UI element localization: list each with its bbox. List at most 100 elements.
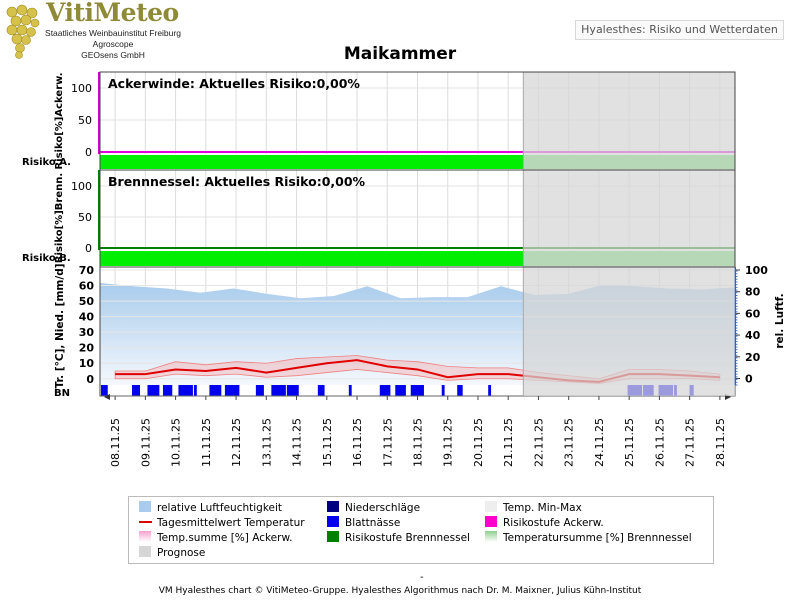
vitimeteo-logo: VitiMeteo Staatliches Weinbauinstitut Fr…	[0, 0, 190, 62]
xtick-label-8: 16.11.25	[351, 418, 364, 467]
xtick-label-20: 28.11.25	[714, 418, 727, 467]
legend-label-4: Blattnässe	[345, 517, 401, 529]
xtick-label-7: 15.11.25	[321, 418, 334, 467]
legend-label-6: Temp.summe [%] Ackerw.	[157, 532, 293, 544]
leaf-wetness-bar-0	[101, 385, 108, 396]
ytick-left-0: 0	[86, 373, 94, 386]
xtick-label-5: 13.11.25	[260, 418, 273, 467]
footer-dash: -	[420, 572, 424, 583]
xtick-label-13: 21.11.25	[502, 418, 515, 467]
brand-line-geosens: GEOsens GmbH	[81, 50, 145, 60]
leaf-wetness-bar-11	[271, 385, 286, 396]
legend-swatch-3	[139, 521, 152, 523]
xtick-label-18: 26.11.25	[653, 418, 666, 467]
leaf-wetness-bar-16	[348, 385, 352, 396]
leaf-wetness-bar-14	[317, 385, 325, 396]
risk-strip-brennnessel	[100, 251, 524, 266]
ytick-right-0: 0	[745, 372, 753, 385]
legend-item-2: Temp. Min-Max	[485, 501, 582, 515]
leaf-wetness-bar-10	[255, 385, 264, 396]
ytick-right-40: 40	[745, 329, 761, 342]
ytick-left-30: 30	[79, 326, 95, 339]
legend-item-0: relative Luftfeuchtigkeit	[139, 501, 282, 515]
ytick-left-70: 70	[79, 264, 95, 277]
leaf-wetness-bar-8	[224, 385, 240, 396]
leaf-wetness-bar-19	[395, 385, 406, 396]
scroll-left-icon	[104, 394, 110, 400]
leaf-wetness-bar-3	[147, 385, 160, 396]
legend-item-4: Blattnässe	[327, 516, 400, 530]
ytick-left-50: 50	[79, 295, 95, 308]
risk-strip-ackerwinde	[100, 155, 524, 169]
xtick-label-0: 08.11.25	[109, 418, 122, 467]
legend-swatch-0	[139, 501, 151, 512]
brand-name: VitiMeteo	[46, 0, 179, 27]
xtick-label-11: 19.11.25	[442, 418, 455, 467]
legend-item-8: Temperatursumme [%] Brennnessel	[485, 531, 692, 545]
legend-label-8: Temperatursumme [%] Brennnessel	[503, 532, 692, 544]
xtick-label-3: 11.11.25	[200, 418, 213, 467]
legend-label-5: Risikostufe Ackerw.	[503, 517, 604, 529]
legend-label-9: Prognose	[157, 547, 206, 559]
xtick-label-15: 23.11.25	[563, 418, 576, 467]
leaf-wetness-bar-23	[457, 385, 463, 396]
strip-label-ackerwinde: Risiko A.	[22, 157, 71, 168]
legend-label-1: Niederschläge	[345, 502, 421, 514]
legend: relative Luftfeuchtigkeit Niederschläge Te…	[128, 496, 714, 564]
legend-item-9: Prognose	[139, 546, 205, 560]
legend-swatch-8	[485, 531, 497, 542]
leaf-wetness-bar-4	[162, 385, 173, 396]
leaf-wetness-bar-12	[286, 385, 299, 396]
xtick-label-1: 09.11.25	[139, 418, 152, 467]
ytick-right-80: 80	[745, 286, 761, 299]
legend-swatch-7	[327, 531, 339, 542]
legend-item-6: Temp.summe [%] Ackerw.	[139, 531, 292, 545]
leaf-wetness-bar-7	[209, 385, 222, 396]
app-label: Hyalesthes: Risiko und Wetterdaten	[575, 20, 784, 40]
footer-credit: VM Hyalesthes chart © VitiMeteo-Gruppe. …	[158, 586, 642, 596]
chart-title: Maikammer	[343, 44, 457, 64]
xtick-label-10: 18.11.25	[412, 418, 425, 467]
legend-label-0: relative Luftfeuchtigkeit	[157, 502, 283, 514]
ytick-p2-0: 0	[85, 242, 92, 255]
leaf-wetness-bar-18	[379, 385, 391, 396]
ytick-p2-50: 50	[78, 211, 92, 224]
ylabel-ackerwinde: Risiko[%]Ackerw.	[54, 72, 65, 169]
brand-line-institute: Staatliches Weinbauinstitut Freiburg	[45, 28, 181, 38]
legend-swatch-1	[327, 501, 339, 512]
leaf-wetness-bar-5	[178, 385, 193, 396]
xtick-label-16: 24.11.25	[593, 418, 606, 467]
xtick-label-19: 27.11.25	[684, 418, 697, 467]
xtick-label-9: 17.11.25	[381, 418, 394, 467]
leaf-wetness-bar-22	[441, 385, 445, 396]
ytick-left-60: 60	[79, 280, 95, 293]
prognosis-overlay	[523, 72, 735, 396]
xtick-label-17: 25.11.25	[623, 418, 636, 467]
ylabel-temp-precip: Tr. [°C], Nied. [mm/d]	[54, 263, 66, 388]
legend-label-3: Tagesmittelwert Temperatur	[157, 517, 305, 529]
ytick-left-20: 20	[79, 342, 95, 355]
ytick-left-10: 10	[79, 357, 95, 370]
ytick-right-100: 100	[745, 264, 768, 277]
ytick-left-40: 40	[79, 311, 95, 324]
ytick-right-60: 60	[745, 307, 761, 320]
ytick-p1-0: 0	[85, 146, 92, 159]
legend-item-1: Niederschläge	[327, 501, 420, 515]
leaf-wetness-bar-2	[131, 385, 141, 396]
annotation-brennnessel: Brennnessel: Aktuelles Risiko:0,00%	[108, 174, 366, 189]
ytick-p2-100: 100	[71, 180, 92, 193]
xtick-label-12: 20.11.25	[472, 418, 485, 467]
ylabel-brennnessel: Risiko[%]Brenn.	[54, 173, 65, 263]
legend-swatch-9	[139, 546, 151, 557]
legend-swatch-2	[485, 501, 497, 512]
annotation-ackerwinde: Ackerwinde: Aktuelles Risiko:0,00%	[108, 76, 360, 91]
ytick-right-20: 20	[745, 351, 761, 364]
legend-label-2: Temp. Min-Max	[503, 502, 582, 514]
strip-label-bn: BN	[54, 388, 70, 399]
ytick-p1-50: 50	[78, 114, 92, 127]
grape-icon	[6, 4, 40, 59]
xtick-label-6: 14.11.25	[291, 418, 304, 467]
strip-label-brennnessel: Risiko B.	[22, 253, 71, 264]
legend-item-5: Risikostufe Ackerw.	[485, 516, 604, 530]
